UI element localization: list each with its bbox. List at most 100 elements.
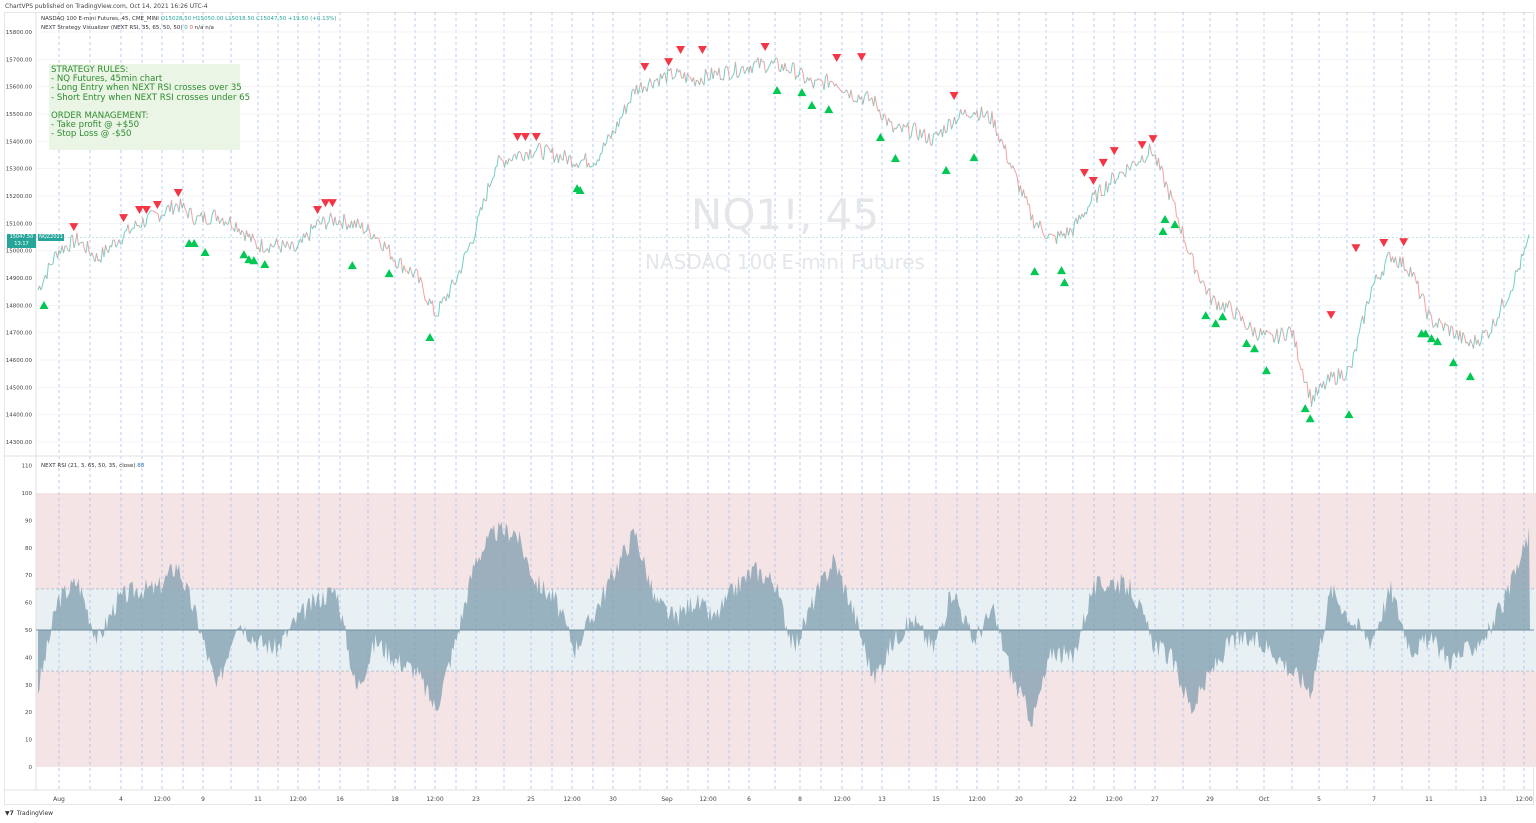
- price-bar-down: [987, 110, 990, 123]
- price-bar-up: [1114, 179, 1117, 185]
- price-bar-down: [676, 68, 679, 73]
- last-price-label: 15047.50 13:17: [7, 234, 36, 248]
- price-bar-down: [705, 68, 708, 75]
- price-bar-up: [1273, 337, 1276, 343]
- price-bar-up: [1524, 246, 1527, 250]
- price-bar-up: [115, 244, 118, 248]
- price-bar-down: [1260, 328, 1263, 336]
- price-bar-down: [1044, 236, 1047, 240]
- x-axis-tick-label: 5: [1317, 796, 1321, 803]
- price-axis-label: 15100.00: [6, 221, 33, 227]
- price-bar-up: [532, 152, 535, 158]
- indicator-legend[interactable]: NEXT Strategy Visualizer (NEXT RSI, 35, …: [41, 25, 214, 31]
- rsi-legend[interactable]: NEXT RSI (21, 3, 65, 50, 35, close) 88: [41, 463, 144, 469]
- price-bar-up: [304, 232, 307, 238]
- short-signal-marker: [69, 223, 79, 232]
- price-bar-up: [174, 203, 177, 209]
- short-signal-marker: [1326, 311, 1336, 320]
- rsi-axis-label: 30: [25, 683, 32, 689]
- price-bar-down: [318, 219, 321, 224]
- price-bar-up: [445, 293, 448, 302]
- price-axis-label: 15600.00: [6, 85, 33, 91]
- price-bar-down: [1230, 302, 1233, 312]
- price-bar-up: [418, 276, 421, 284]
- price-bar-up: [931, 133, 934, 146]
- price-bar-up: [768, 64, 771, 68]
- price-bar-down: [1174, 202, 1177, 217]
- price-bar-down: [858, 94, 861, 100]
- price-bar-up: [295, 246, 298, 251]
- price-bar-up: [346, 224, 349, 230]
- price-bar-up: [273, 244, 276, 248]
- price-bar-up: [1372, 282, 1375, 286]
- price-bar-down: [852, 99, 855, 103]
- price-bar-down: [142, 217, 145, 228]
- price-bar-up: [1480, 330, 1483, 343]
- price-bar-down: [241, 230, 244, 234]
- price-bar-up: [1353, 349, 1356, 354]
- change-value: +19.50 (+0.13%): [288, 16, 337, 22]
- price-bar-down: [1015, 173, 1018, 179]
- price-bar-up: [951, 124, 954, 130]
- price-bar-up: [1525, 240, 1528, 247]
- price-axis-label: 14700.00: [6, 331, 33, 337]
- price-bar-up: [1426, 309, 1429, 320]
- price-bar-down: [1486, 330, 1489, 339]
- price-bar-down: [229, 216, 232, 229]
- price-bar-up: [1432, 326, 1435, 328]
- tradingview-footer[interactable]: ▼7 TradingView: [5, 810, 53, 817]
- price-bar-up: [709, 67, 712, 80]
- price-bar-up: [1359, 322, 1362, 332]
- x-axis-tick-label: 16: [336, 796, 344, 803]
- price-bar-up: [1398, 256, 1401, 268]
- price-bar-down: [1293, 330, 1296, 348]
- long-signal-marker: [189, 239, 199, 248]
- price-bar-up: [606, 134, 609, 143]
- price-bar-up: [1285, 330, 1288, 341]
- price-axis-label: 15200.00: [6, 194, 33, 200]
- price-bar-up: [52, 252, 55, 264]
- price-bar-up: [1056, 231, 1059, 244]
- watermark-name: NASDAQ 100 E-mini Futures: [645, 250, 925, 274]
- indicator-na-1: n/a: [194, 25, 204, 31]
- price-bar-up: [438, 300, 441, 317]
- symbol-legend[interactable]: NASDAQ 100 E-mini Futures, 45, CME_MINI …: [41, 16, 337, 22]
- price-bar-down: [760, 58, 763, 63]
- price-bar-up: [1377, 277, 1380, 280]
- price-bar-up: [1384, 256, 1387, 264]
- price-bar-down: [330, 212, 333, 218]
- long-signal-marker: [1300, 404, 1310, 413]
- price-bar-up: [474, 230, 477, 240]
- price-bar-down: [1447, 324, 1450, 336]
- price-bar-up: [804, 81, 807, 84]
- price-bar-up: [472, 238, 475, 244]
- price-bar-down: [994, 119, 997, 136]
- price-bar-down: [384, 241, 387, 249]
- price-bar-up: [1087, 205, 1090, 208]
- price-bar-down: [1501, 298, 1504, 307]
- price-bar-up: [1411, 271, 1414, 278]
- price-bar-down: [841, 91, 844, 94]
- rsi-axis-label: 50: [25, 628, 32, 634]
- price-bar-up: [873, 95, 876, 107]
- price-bar-down: [777, 59, 780, 71]
- price-bar-down: [879, 109, 882, 119]
- price-bar-down: [261, 238, 264, 253]
- long-signal-marker: [1059, 278, 1069, 287]
- price-bar-down: [820, 79, 823, 82]
- price-bar-up: [477, 214, 480, 218]
- price-bar-up: [772, 60, 775, 64]
- price-bar-up: [652, 79, 655, 89]
- short-signal-marker: [1137, 141, 1147, 150]
- brand-name: TradingView: [16, 810, 54, 817]
- long-signal-marker: [1057, 266, 1067, 275]
- close-value: C15047.50: [256, 16, 287, 22]
- price-bar-up: [937, 132, 940, 136]
- price-bar-up: [130, 228, 133, 231]
- x-axis-tick-label: 12:00: [153, 796, 170, 803]
- price-bar-down: [991, 111, 994, 128]
- price-bar-down: [919, 128, 922, 139]
- price-bar-up: [813, 79, 816, 89]
- price-bar-up: [1449, 325, 1452, 336]
